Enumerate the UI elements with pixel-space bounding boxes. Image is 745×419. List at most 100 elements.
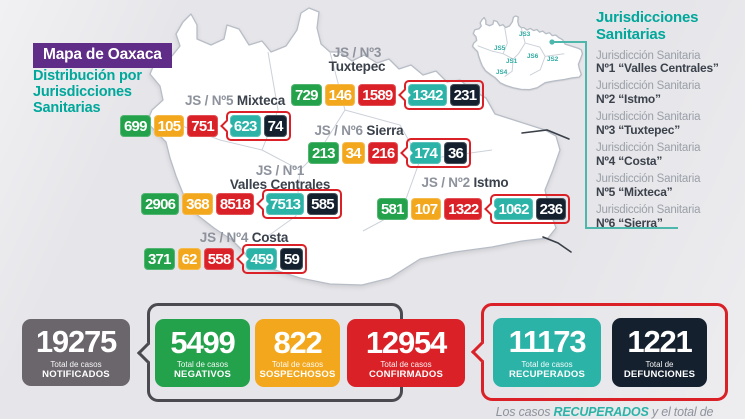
sospechosos-chip: 34	[341, 142, 365, 164]
sidebar-connector-line	[552, 41, 678, 229]
defunciones-chip: 231	[449, 84, 481, 106]
region-label-sierra: JS / Nº6 Sierra	[314, 123, 403, 138]
confirmados-chip: 1589	[358, 84, 397, 106]
region-js-number: JS / Nº6	[314, 123, 363, 138]
region-stats-tuxtepec: 729 146 1589 1342 231	[291, 80, 485, 110]
recuperados-defunciones-group: 623 74	[225, 111, 291, 141]
region-name: Tuxtepec	[328, 59, 386, 75]
legend-item-name: Nº4 “Costa”	[596, 153, 663, 168]
total-category: CONFIRMADOS	[369, 369, 443, 381]
confirmados-chip: 751	[187, 115, 218, 137]
total-category: SOSPECHOSOS	[259, 369, 336, 381]
total-caption: Total de casos	[50, 359, 102, 369]
recuperados-chip: 7513	[265, 193, 305, 215]
recuperados-chip: 623	[229, 115, 261, 137]
region-js-number: JS / Nº2	[421, 175, 471, 190]
legend-item: Jurisdicción Sanitaria Nº1 “Valles Centr…	[596, 50, 736, 76]
region-stats-sierra: 213 34 216 174 36	[308, 138, 472, 168]
outcomes-group-outline	[481, 303, 728, 401]
negativos-chip: 581	[377, 198, 408, 220]
legend-item: Jurisdicción Sanitaria Nº4 “Costa”	[596, 142, 736, 168]
total-category: NEGATIVOS	[173, 369, 232, 381]
legend-item-kind: Jurisdicción Sanitaria	[596, 80, 701, 93]
region-name: Sierra	[366, 123, 404, 138]
region-js-number: JS / Nº4	[199, 230, 249, 245]
region-js-number: JS / Nº1	[255, 163, 305, 178]
defunciones-chip: 36	[444, 142, 468, 164]
region-js-number: JS / Nº3	[332, 45, 382, 60]
sospechosos-chip: 146	[324, 84, 356, 106]
sospechosos-chip: 62	[177, 248, 201, 270]
legend-item-name: Nº3 “Tuxtepec”	[596, 123, 681, 138]
legend-item: Jurisdicción Sanitaria Nº5 “Mixteca”	[596, 173, 736, 199]
footnote-text: y el total de	[648, 405, 714, 419]
negativos-chip: 729	[291, 84, 322, 106]
legend-item-kind: Jurisdicción Sanitaria	[596, 142, 701, 155]
defunciones-chip: 236	[535, 198, 567, 220]
region-name: Istmo	[473, 175, 509, 190]
legend-item-name: Nº2 “Istmo”	[596, 92, 661, 107]
recuperados-defunciones-group: 174 36	[406, 138, 472, 168]
confirmados-chip: 558	[203, 248, 235, 270]
region-name: Costa	[251, 230, 289, 245]
region-stats-mixteca: 699 105 751 623 74	[120, 111, 291, 141]
total-value: 5499	[170, 324, 235, 360]
recuperados-defunciones-group: 459 59	[242, 244, 308, 274]
total-caption: Total de casos	[521, 359, 573, 369]
footnote-text: Los casos	[495, 405, 554, 419]
negativos-chip: 699	[120, 115, 151, 137]
recuperados-defunciones-group: 1342 231	[404, 80, 485, 110]
sospechosos-chip: 107	[410, 198, 442, 220]
total-recuperados-box: 11173 Total de casos RECUPERADOS	[493, 318, 601, 387]
mini-map-label-js5: JS5	[494, 45, 506, 52]
mini-map-label-js2: JS2	[547, 56, 559, 63]
region-stats-istmo: 581 107 1322 1062 236	[377, 194, 571, 224]
total-caption: Total de	[645, 359, 674, 369]
defunciones-chip: 585	[307, 193, 338, 215]
legend-item-kind: Jurisdicción Sanitaria	[596, 172, 701, 185]
total-category: RECUPERADOS	[508, 368, 586, 380]
region-label-tuxtepec: JS / Nº3 Tuxtepec	[328, 45, 386, 75]
mini-map-label-js6: JS6	[527, 53, 539, 60]
total-sospechosos-box: 822 Total de casos SOSPECHOSOS	[255, 319, 340, 387]
sospechosos-chip: 368	[182, 193, 213, 215]
recuperados-chip: 1342	[408, 84, 447, 106]
legend-item-name: Nº1 “Valles Centrales”	[596, 61, 719, 76]
jurisdictions-legend: Jurisdicciones Sanitarias Jurisdicción S…	[596, 9, 736, 234]
recuperados-defunciones-group: 1062 236	[490, 194, 571, 224]
total-category: NOTIFICADOS	[42, 368, 110, 380]
legend-item-name: Nº5 “Mixteca”	[596, 184, 673, 199]
negativos-chip: 2906	[141, 193, 180, 215]
confirmados-chip: 1322	[444, 198, 483, 220]
mini-map-label-js1: JS1	[506, 58, 518, 65]
total-value: 11173	[508, 324, 587, 360]
total-defunciones-box: 1221 Total de DEFUNCIONES	[612, 318, 707, 387]
total-caption: Total de casos	[380, 360, 432, 370]
defunciones-chip: 74	[263, 115, 287, 137]
legend-item-kind: Jurisdicción Sanitaria	[596, 203, 701, 216]
mini-map-labels: JS5 JS3 JS6 JS1 JS2 JS4	[494, 31, 559, 76]
defunciones-chip: 59	[280, 248, 304, 270]
region-stats-costa: 371 62 558 459 59	[144, 244, 308, 274]
confirmados-chip: 8518	[215, 193, 254, 215]
region-name: Mixteca	[236, 93, 286, 108]
page-subtitle: Distribución por Jurisdicciones Sanitari…	[33, 68, 142, 116]
legend-item: Jurisdicción Sanitaria Nº2 “Istmo”	[596, 80, 736, 106]
legend-heading: Jurisdicciones Sanitarias	[596, 9, 699, 43]
region-label-costa: JS / Nº4 Costa	[199, 230, 289, 245]
region-js-number: JS / Nº5	[184, 93, 234, 108]
total-value: 19275	[35, 324, 117, 360]
region-label-istmo: JS / Nº2 Istmo	[422, 175, 509, 190]
negativos-chip: 371	[144, 248, 175, 270]
recuperados-chip: 459	[246, 248, 278, 270]
region-label-mixteca: JS / Nº5 Mixteca	[185, 93, 285, 108]
sospechosos-chip: 105	[153, 115, 185, 137]
negativos-chip: 213	[308, 142, 339, 164]
total-negativos-box: 5499 Total de casos NEGATIVOS	[155, 319, 250, 387]
recuperados-defunciones-group: 7513 585	[261, 189, 342, 219]
east-border-accent-lines	[521, 129, 572, 253]
total-value: 822	[273, 324, 322, 360]
total-notificados-box: 19275 Total de casos NOTIFICADOS	[22, 319, 130, 386]
legend-item: Jurisdicción Sanitaria Nº3 “Tuxtepec”	[596, 111, 736, 137]
